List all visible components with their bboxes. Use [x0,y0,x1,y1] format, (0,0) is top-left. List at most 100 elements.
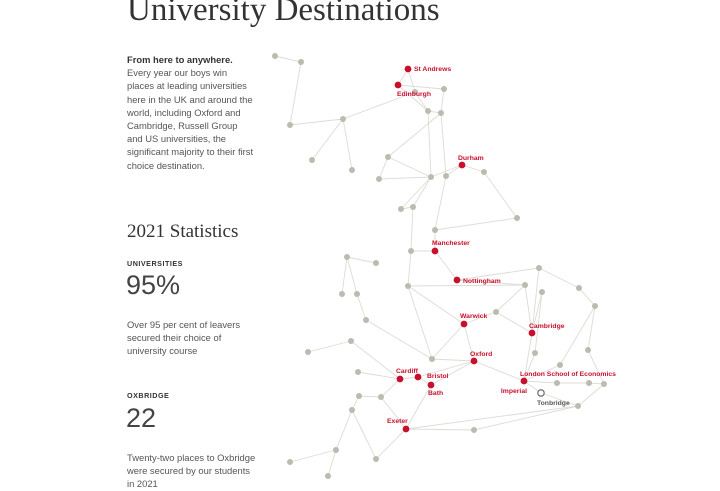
route-line [289,449,337,463]
map-node [349,407,355,413]
oxbridge-description: Twenty-two places to Oxbridge were secur… [127,452,256,490]
intro-lead: From here to anywhere. [127,54,233,65]
map-node [305,349,311,355]
route-line [307,340,352,353]
destination-marker-lse[interactable] [520,377,528,385]
destination-label-manchester[interactable]: Manchester [432,240,470,247]
route-line [380,396,407,430]
route-line [577,383,605,407]
route-line [434,217,518,231]
destination-marker-bath[interactable] [427,381,435,389]
map-node [554,380,560,386]
map-node [539,289,545,295]
route-line [531,267,540,334]
destination-marker-oxford[interactable] [470,357,478,365]
map-node [471,427,477,433]
map-node [586,380,592,386]
destination-marker-edinburgh[interactable] [394,81,402,89]
route-line [461,164,485,173]
route-line [405,405,579,430]
destination-label-durham[interactable]: Durham [458,155,484,162]
route-line [523,364,561,382]
route-line [463,323,475,362]
destination-marker-cardiff[interactable] [396,375,404,383]
destination-label-cambridge[interactable]: Cambridge [529,323,565,330]
route-line [473,360,525,382]
route-line [346,256,377,264]
route-line [440,88,445,114]
route-line [387,112,442,158]
map-node [333,447,339,453]
destination-marker-bristol[interactable] [414,373,422,381]
route-line [578,287,596,307]
route-line [358,395,382,398]
route-line [341,256,348,295]
map-node [601,381,607,387]
map-node [356,393,362,399]
map-node [376,176,382,182]
route-line [431,358,475,362]
route-line [400,176,432,210]
map-node [272,53,278,59]
route-line [495,311,533,334]
route-line [427,110,432,178]
destination-marker-manchester[interactable] [431,247,439,255]
route-line [335,409,353,451]
home-marker-tonbridge[interactable] [537,389,545,397]
map-node [425,108,431,114]
statistics-heading: 2021 Statistics [127,221,239,242]
destination-label-oxford[interactable]: Oxford [470,351,492,358]
oxbridge-value: 22 [126,403,157,433]
route-line [405,384,432,430]
map-node [514,215,520,221]
destination-label-bath[interactable]: Bath [428,390,443,397]
map-node [432,227,438,233]
route-line [407,285,465,325]
destination-label-lse[interactable]: London School of Economics [520,371,616,378]
route-line [587,305,596,351]
route-line [397,84,429,112]
route-line [483,171,518,219]
route-line [407,284,526,287]
oxbridge-label: OXBRIDGE [127,391,170,400]
map-node [438,110,444,116]
route-line [412,176,432,208]
destination-label-nottingham[interactable]: Nottingham [463,278,501,285]
destination-label-edinburgh[interactable]: Edinburgh [397,91,431,98]
route-line [456,279,526,286]
route-line [356,293,367,321]
destination-label-imperial[interactable]: Imperial [501,388,527,395]
destination-marker-warwick[interactable] [460,320,468,328]
map-node [408,248,414,254]
destination-label-warwick[interactable]: Warwick [460,313,488,320]
destination-marker-nottingham[interactable] [453,276,461,284]
route-line [417,360,475,378]
destination-label-st-andrews[interactable]: St Andrews [414,66,451,73]
route-line [430,360,475,386]
universities-value: 95% [126,270,181,300]
intro-body: Every year our boys win places at leadin… [127,67,254,171]
map-node [373,456,379,462]
universities-label: UNIVERSITIES [127,259,183,268]
map-node [340,116,346,122]
map-node [576,285,582,291]
route-line [397,84,445,90]
destination-marker-cambridge[interactable] [528,329,536,337]
route-line [523,352,536,382]
destination-label-bristol[interactable]: Bristol [427,373,449,380]
map-node [441,86,447,92]
map-node [493,309,499,315]
destination-marker-st-andrews[interactable] [404,65,412,73]
map-node [298,59,304,65]
destination-label-exeter[interactable]: Exeter [387,418,408,425]
route-line [434,250,458,281]
map-node [363,317,369,323]
destination-marker-exeter[interactable] [402,425,410,433]
map-node [287,459,293,465]
destination-label-cardiff[interactable]: Cardiff [396,368,419,375]
map-node [592,303,598,309]
route-line [327,449,337,477]
route-line [311,118,344,161]
route-line [523,380,558,384]
destination-marker-durham[interactable] [458,161,466,169]
